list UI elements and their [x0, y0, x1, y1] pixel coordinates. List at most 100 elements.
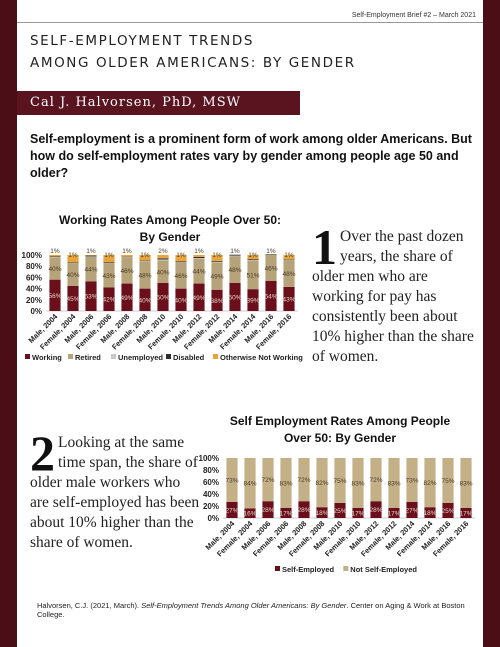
legend-swatch — [275, 566, 280, 571]
data-label: 25% — [333, 508, 346, 515]
data-label: 28% — [369, 507, 382, 514]
bar-segment — [388, 458, 400, 508]
bar-segment — [139, 288, 151, 311]
data-label: 1% — [122, 248, 132, 255]
data-label: 16% — [243, 511, 256, 518]
bar-segment — [388, 507, 400, 518]
data-label: 1% — [104, 252, 114, 259]
legend-swatch — [111, 354, 116, 359]
bar-segment — [67, 255, 79, 263]
data-label: 39% — [246, 298, 259, 305]
bar-segment — [67, 263, 79, 286]
bar-segment — [175, 261, 187, 263]
y-tick-label: 20% — [26, 296, 42, 305]
finding-1: 1 Over the past dozen years, the share o… — [312, 222, 482, 367]
data-label: 48% — [228, 267, 241, 274]
chart-1-title: Working Rates Among People Over 50: By G… — [40, 212, 300, 246]
data-label: 17% — [387, 510, 400, 517]
y-tick-label: 40% — [203, 490, 219, 499]
bar-segment — [193, 256, 205, 259]
bar-segment — [229, 283, 241, 311]
bar-segment — [406, 458, 418, 502]
bar-segment — [442, 503, 454, 518]
data-label: 44% — [192, 269, 205, 276]
legend-label: Unemployed — [118, 353, 163, 362]
bar-segment — [316, 507, 328, 518]
bar-segment — [229, 256, 241, 283]
data-label: 1% — [230, 248, 240, 255]
data-label: 28% — [261, 507, 274, 514]
working-rates-chart: 0%20%40%60%80%100%56%40%1%Male, 200445%4… — [22, 248, 304, 362]
bar-segment — [85, 281, 97, 311]
bar-segment — [175, 255, 187, 262]
bar-segment — [229, 255, 241, 257]
finding-2: 2 Looking at the same time span, the sha… — [30, 428, 200, 553]
data-label: 82% — [423, 480, 436, 487]
data-label: 17% — [351, 510, 364, 517]
bar-segment — [283, 260, 295, 287]
data-label: 1% — [140, 252, 150, 259]
bar-segment — [424, 507, 436, 518]
bar-segment — [49, 257, 61, 280]
legend-label: Otherwise Not Working — [220, 353, 303, 362]
data-label: 1% — [50, 248, 60, 255]
legend-swatch — [68, 354, 73, 359]
y-tick-label: 60% — [203, 478, 219, 487]
bar-segment — [265, 254, 277, 255]
bar-segment — [193, 258, 205, 284]
bar-segment — [283, 255, 295, 260]
bar-segment — [175, 288, 187, 311]
bar-segment — [85, 255, 97, 256]
bar-segment — [265, 255, 277, 281]
data-label: 45% — [66, 296, 79, 303]
bar-segment — [226, 458, 238, 502]
author-banner: Cal J. Halvorsen, PhD, MSW — [17, 91, 300, 115]
intro-text: Self-employment is a prominent form of w… — [30, 132, 472, 180]
bar-segment — [211, 255, 223, 261]
bar-segment — [139, 255, 151, 261]
y-tick-label: 0% — [30, 307, 42, 316]
data-label: 38% — [210, 298, 223, 305]
bar-segment — [193, 258, 205, 259]
data-label: 48% — [282, 271, 295, 278]
brief-label: Self-Employment Brief #2 – March 2021 — [351, 12, 476, 19]
chart-2-title-line: Self Employment Rates Among People — [229, 414, 451, 428]
legend-swatch — [343, 566, 349, 571]
bar-segment — [49, 255, 61, 257]
data-label: 83% — [459, 480, 472, 487]
bar-segment — [247, 259, 259, 261]
page-title-line-1: SELF-EMPLOYMENT TRENDS — [30, 33, 254, 49]
self-employment-chart: 0%20%40%60%80%100%27%73%Male, 200416%84%… — [199, 454, 475, 574]
data-label: 25% — [441, 508, 454, 515]
bar-segment — [211, 261, 223, 263]
data-label: 84% — [243, 481, 256, 488]
bar-segment — [175, 262, 187, 289]
chart-2-title-line: Over 50: By Gender — [283, 431, 397, 445]
bar-segment — [121, 257, 133, 258]
data-label: 72% — [369, 477, 382, 484]
bar-segment — [442, 458, 454, 503]
bar-segment — [157, 255, 169, 259]
data-label: 72% — [297, 477, 310, 484]
data-label: 17% — [459, 510, 472, 517]
bar-segment — [370, 501, 382, 518]
data-label: 40% — [156, 269, 169, 276]
bar-segment — [334, 503, 346, 518]
y-tick-label: 20% — [203, 502, 219, 511]
bar-segment — [247, 260, 259, 290]
bar-segment — [262, 458, 274, 502]
data-label: 50% — [156, 295, 169, 302]
data-label: 18% — [423, 510, 436, 517]
data-label: 18% — [315, 510, 328, 517]
bar-segment — [139, 260, 151, 262]
data-label: 56% — [48, 293, 61, 300]
bar-segment — [85, 255, 97, 257]
bar-segment — [280, 507, 292, 518]
data-label: 1% — [86, 248, 96, 255]
data-label: 40% — [66, 272, 79, 279]
bar-segment — [298, 501, 310, 518]
bar-segment — [121, 283, 133, 311]
y-tick-label: 0% — [207, 514, 219, 523]
data-label: 50% — [228, 295, 241, 302]
legend-label: Retired — [75, 353, 101, 362]
